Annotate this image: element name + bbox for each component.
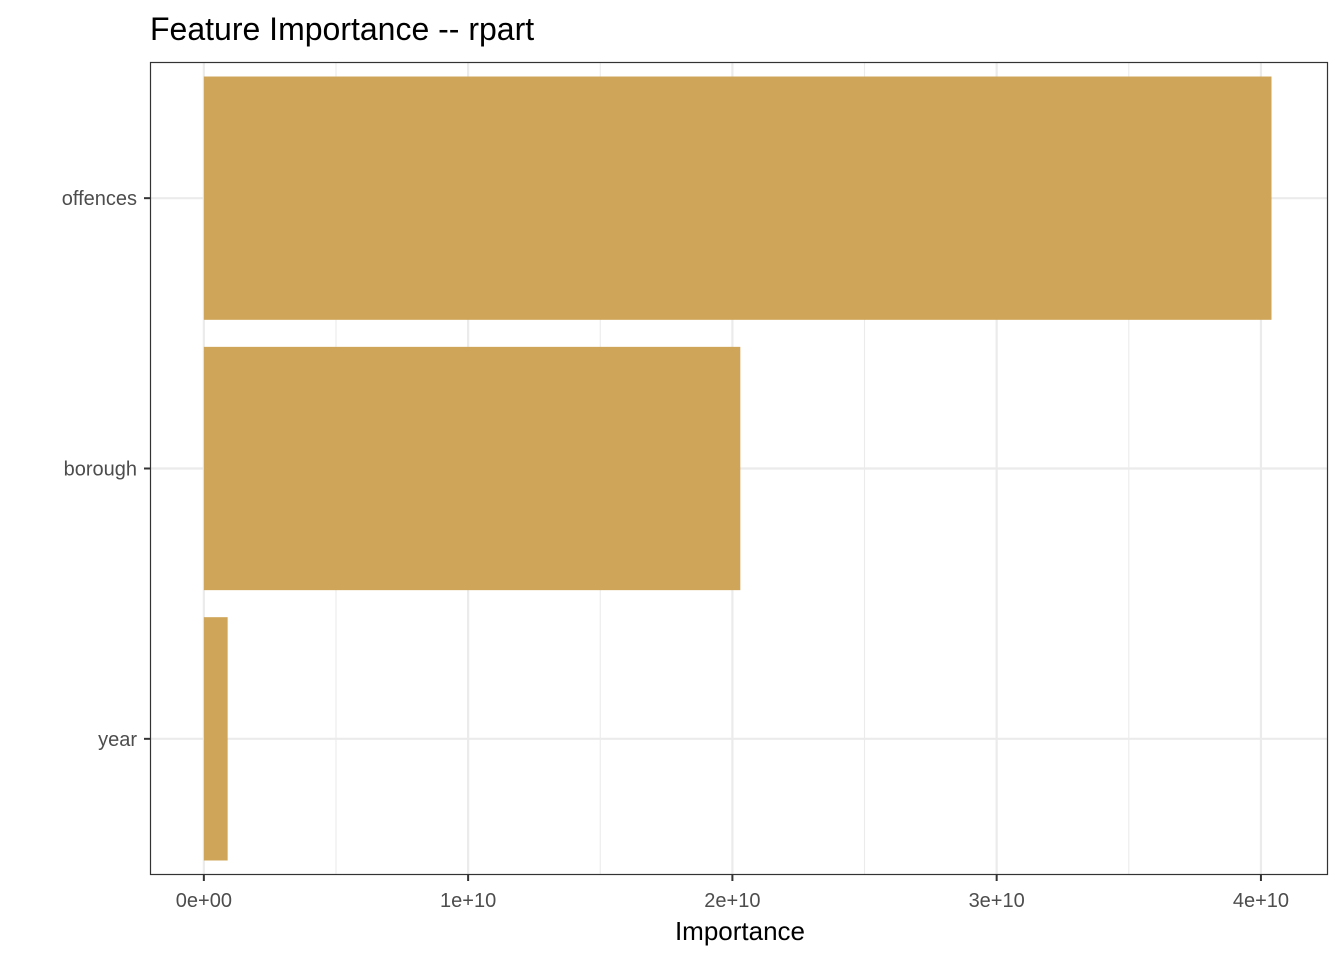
x-tick-label: 3e+10	[969, 890, 1025, 912]
y-tick-label-borough: borough	[64, 459, 137, 481]
bar-year	[203, 617, 228, 861]
bar-borough	[203, 346, 741, 591]
x-axis: 0e+00 1e+10 2e+10 3e+10 4e+10	[176, 874, 1289, 912]
x-axis-title: Importance	[675, 916, 805, 946]
y-axis: offences borough year	[62, 188, 151, 751]
y-tick-label-offences: offences	[62, 188, 137, 210]
chart-title: Feature Importance -- rpart	[150, 11, 534, 47]
bars	[203, 76, 1272, 861]
x-tick-label: 1e+10	[440, 890, 496, 912]
bar-offences	[203, 76, 1272, 320]
x-tick-label: 2e+10	[704, 890, 760, 912]
x-tick-label: 4e+10	[1233, 890, 1289, 912]
y-tick-label-year: year	[98, 729, 137, 751]
x-tick-label: 0e+00	[176, 890, 232, 912]
